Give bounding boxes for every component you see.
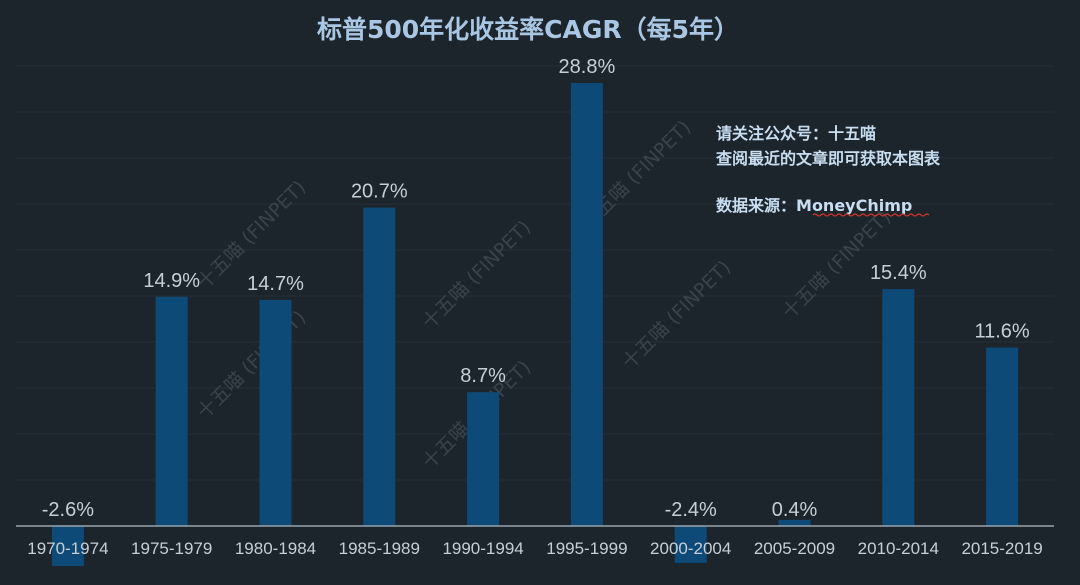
bar-1970-1974 xyxy=(51,526,84,566)
bar-2010-2014 xyxy=(882,289,915,526)
x-tick-label: 1975-1979 xyxy=(131,539,212,558)
data-label: 20.7% xyxy=(351,181,408,203)
x-tick-label: 2010-2014 xyxy=(858,539,939,558)
watermark-layer: 十五喵 (FINPET)十五喵 (FINPET)十五喵 (FINPET)十五喵 … xyxy=(193,116,895,473)
bar-1980-1984 xyxy=(259,299,292,526)
data-label: 8.7% xyxy=(460,365,506,387)
annotation-box: 请关注公众号：十五喵 查阅最近的文章即可获取本图表 数据来源：MoneyChim… xyxy=(716,124,941,217)
x-tick-label: 1990-1994 xyxy=(442,539,523,558)
data-label: -2.4% xyxy=(665,499,717,521)
bar-2015-2019 xyxy=(986,347,1019,526)
spellcheck-underline xyxy=(812,213,930,217)
watermark-text: 十五喵 (FINPET) xyxy=(193,306,310,423)
data-label: 14.9% xyxy=(143,270,200,292)
data-label: 11.6% xyxy=(974,321,1029,343)
bar-1985-1989 xyxy=(363,207,396,526)
chart-title: 标普500年化收益率CAGR（每5年） xyxy=(317,15,739,44)
bars xyxy=(51,83,1019,566)
bar-2000-2004 xyxy=(674,526,707,563)
x-tick-labels: 1970-1974 1975-1979 1980-1984 1985-1989 1990… xyxy=(27,539,1043,558)
bar-1990-1994 xyxy=(467,392,500,526)
data-label: -2.6% xyxy=(42,499,94,521)
x-tick-label: 2000-2004 xyxy=(650,539,731,558)
data-source: 数据来源：MoneyChimp xyxy=(716,196,912,215)
x-tick-label: 1985-1989 xyxy=(339,539,420,558)
x-tick-label: 2015-2019 xyxy=(961,539,1042,558)
data-source-prefix: 数据来源： xyxy=(716,196,796,215)
data-label: 15.4% xyxy=(870,262,927,284)
x-tick-label: 2005-2009 xyxy=(754,539,835,558)
annotation-line-2: 查阅最近的文章即可获取本图表 xyxy=(716,149,941,168)
bar-1975-1979 xyxy=(155,296,188,526)
data-labels: -2.6% 14.9% 14.7% 20.7% 8.7% 28.8% -2.4% 0.4% 15… xyxy=(42,56,1030,521)
x-tick-label: 1980-1984 xyxy=(235,539,316,558)
gridlines xyxy=(16,65,1054,481)
bar-1995-1999 xyxy=(570,83,603,526)
annotation-line-1: 请关注公众号：十五喵 xyxy=(716,124,876,143)
data-source-link[interactable]: MoneyChimp xyxy=(796,196,912,215)
x-tick-label: 1970-1974 xyxy=(27,539,108,558)
watermark-text: 十五喵 (FINPET) xyxy=(618,256,735,373)
data-label: 14.7% xyxy=(247,273,304,295)
data-label: 0.4% xyxy=(772,499,818,521)
bar-2005-2009 xyxy=(778,519,811,526)
watermark-text: 十五喵 (FINPET) xyxy=(418,216,535,333)
data-label: 28.8% xyxy=(559,56,616,78)
x-tick-label: 1995-1999 xyxy=(546,539,627,558)
